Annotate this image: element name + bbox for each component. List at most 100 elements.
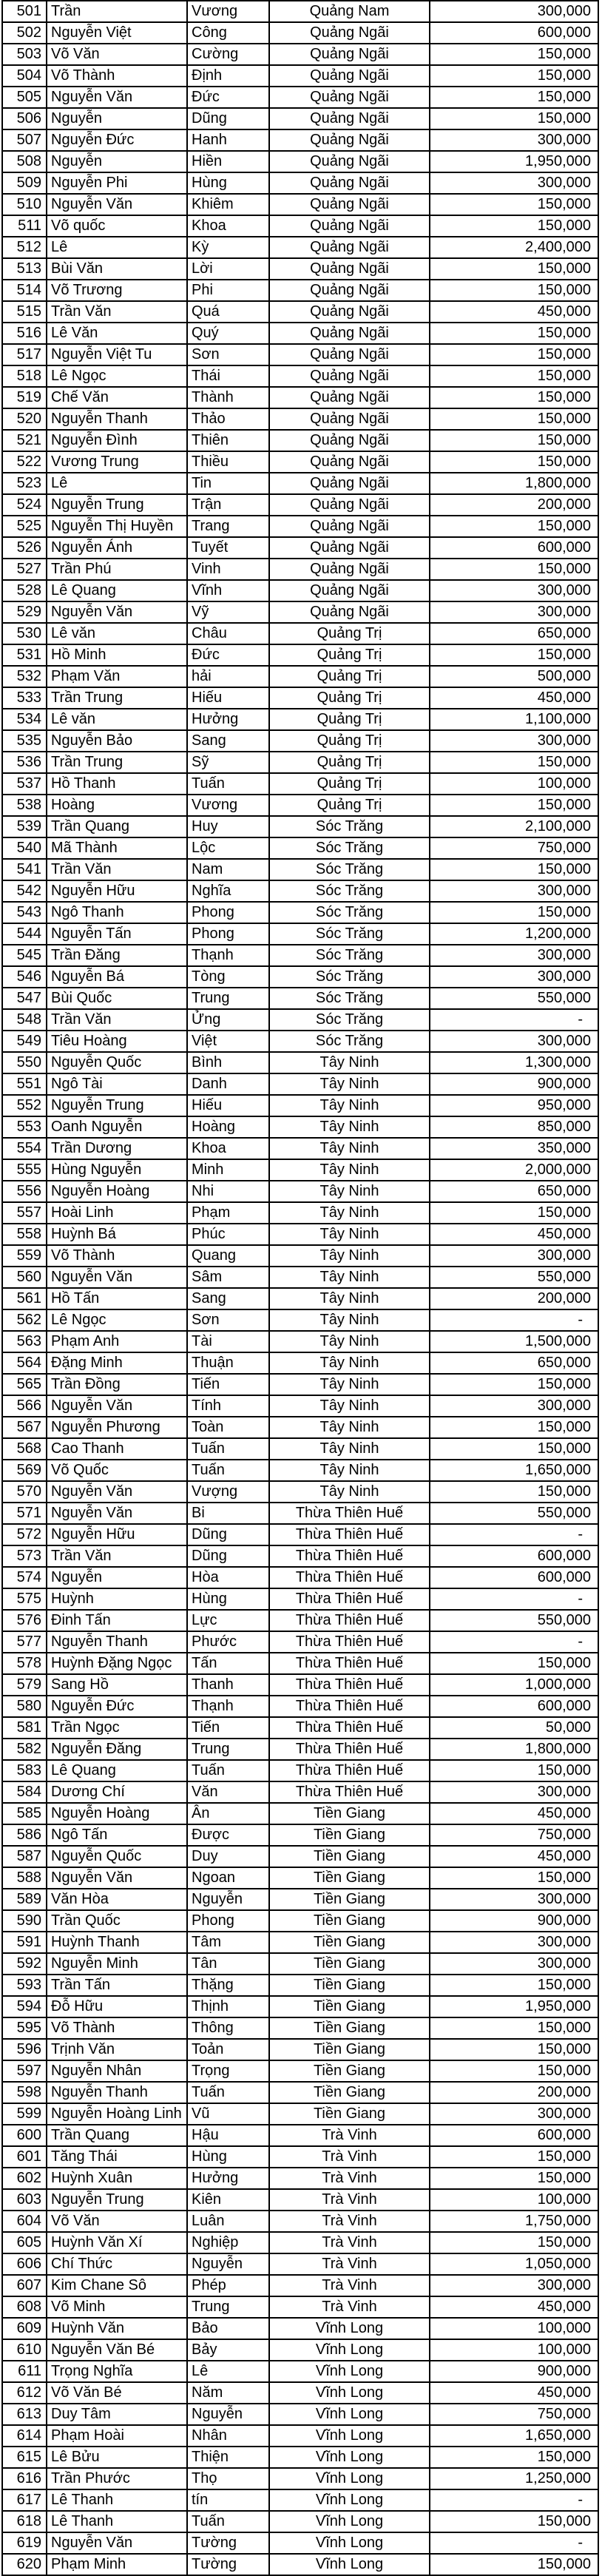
- cell-province: Tiền Giang: [270, 1889, 430, 1911]
- cell-given-name: Thiên: [188, 431, 270, 452]
- cell-amount: 300,000: [430, 1889, 599, 1911]
- table-row: 583 Lê Quang Tuấn Thừa Thiên Huế 150,000: [3, 1761, 599, 1782]
- cell-row-number: 535: [3, 731, 47, 752]
- cell-given-name: Vũ: [188, 2104, 270, 2125]
- cell-amount: 300,000: [430, 2104, 599, 2125]
- cell-given-name: Thuận: [188, 1353, 270, 1375]
- cell-family-name: Võ Thành: [47, 66, 188, 87]
- cell-given-name: Nhi: [188, 1181, 270, 1203]
- cell-row-number: 513: [3, 259, 47, 280]
- cell-row-number: 608: [3, 2297, 47, 2319]
- cell-province: Thừa Thiên Huế: [270, 1653, 430, 1675]
- cell-given-name: Trận: [188, 495, 270, 516]
- cell-family-name: Ngô Tài: [47, 1074, 188, 1096]
- cell-given-name: Phong: [188, 1911, 270, 1932]
- table-row: 575 Huỳnh Hùng Thừa Thiên Huế -: [3, 1589, 599, 1611]
- cell-province: Tây Ninh: [270, 1074, 430, 1096]
- cell-family-name: Nguyễn Phương: [47, 1417, 188, 1439]
- table-row: 535 Nguyễn Bảo Sang Quảng Trị 300,000: [3, 731, 599, 752]
- cell-province: Sóc Trăng: [270, 967, 430, 988]
- table-row: 524 Nguyễn Trung Trận Quảng Ngãi 200,000: [3, 495, 599, 516]
- cell-amount: 1,650,000: [430, 1460, 599, 1482]
- cell-amount: 1,050,000: [430, 2254, 599, 2276]
- cell-row-number: 590: [3, 1911, 47, 1932]
- cell-given-name: Kỳ: [188, 237, 270, 259]
- cell-amount: 1,750,000: [430, 2211, 599, 2233]
- cell-province: Tiền Giang: [270, 1825, 430, 1847]
- cell-province: Tây Ninh: [270, 1267, 430, 1289]
- cell-province: Quảng Ngãi: [270, 66, 430, 87]
- cell-amount: 1,300,000: [430, 1053, 599, 1074]
- cell-given-name: Nam: [188, 860, 270, 881]
- table-row: 582 Nguyễn Đăng Trung Thừa Thiên Huế 1,800,0…: [3, 1739, 599, 1761]
- cell-amount: 200,000: [430, 1289, 599, 1310]
- cell-row-number: 521: [3, 431, 47, 452]
- cell-province: Quảng Ngãi: [270, 538, 430, 559]
- table-row: 537 Hồ Thanh Tuấn Quảng Trị 100,000: [3, 774, 599, 795]
- table-row: 538 Hoàng Vương Quảng Trị 150,000: [3, 795, 599, 817]
- cell-family-name: Lê văn: [47, 709, 188, 731]
- cell-row-number: 553: [3, 1117, 47, 1139]
- cell-family-name: Nguyễn Thị Huyền: [47, 516, 188, 538]
- cell-province: Vĩnh Long: [270, 2383, 430, 2404]
- cell-amount: 450,000: [430, 2383, 599, 2404]
- cell-given-name: Tài: [188, 1332, 270, 1353]
- cell-province: Tây Ninh: [270, 1096, 430, 1117]
- cell-amount: 150,000: [430, 903, 599, 924]
- table-row: 550 Nguyễn Quốc Bình Tây Ninh 1,300,000: [3, 1053, 599, 1074]
- cell-amount: 150,000: [430, 87, 599, 109]
- table-row: 606 Chí Thức Nguyễn Trà Vinh 1,050,000: [3, 2254, 599, 2276]
- table-row: 519 Chế Văn Thành Quảng Ngãi 150,000: [3, 388, 599, 409]
- cell-given-name: Nguyễn: [188, 2254, 270, 2276]
- cell-row-number: 524: [3, 495, 47, 516]
- cell-amount: 150,000: [430, 795, 599, 817]
- cell-province: Tiền Giang: [270, 1868, 430, 1889]
- cell-row-number: 532: [3, 667, 47, 688]
- table-row: 561 Hồ Tấn Sang Tây Ninh 200,000: [3, 1289, 599, 1310]
- cell-row-number: 520: [3, 409, 47, 431]
- cell-province: Thừa Thiên Huế: [270, 1611, 430, 1632]
- cell-amount: 300,000: [430, 602, 599, 624]
- cell-row-number: 548: [3, 1010, 47, 1031]
- cell-row-number: 512: [3, 237, 47, 259]
- cell-province: Quảng Nam: [270, 1, 430, 23]
- cell-province: Quảng Ngãi: [270, 495, 430, 516]
- cell-row-number: 596: [3, 2040, 47, 2061]
- table-row: 604 Võ Văn Luân Trà Vinh 1,750,000: [3, 2211, 599, 2233]
- cell-province: Thừa Thiên Huế: [270, 1782, 430, 1804]
- cell-family-name: Nguyễn Bá: [47, 967, 188, 988]
- cell-family-name: Huỳnh Bá: [47, 1224, 188, 1246]
- cell-province: Quảng Ngãi: [270, 431, 430, 452]
- table-row: 534 Lê văn Hưởng Quảng Trị 1,100,000: [3, 709, 599, 731]
- cell-province: Thừa Thiên Huế: [270, 1761, 430, 1782]
- cell-amount: 600,000: [430, 1546, 599, 1568]
- cell-given-name: Hòa: [188, 1568, 270, 1589]
- cell-row-number: 543: [3, 903, 47, 924]
- cell-given-name: Thọ: [188, 2469, 270, 2490]
- cell-given-name: Năm: [188, 2383, 270, 2404]
- cell-amount: 600,000: [430, 2125, 599, 2147]
- cell-row-number: 614: [3, 2426, 47, 2447]
- cell-given-name: Trọng: [188, 2061, 270, 2083]
- cell-amount: 150,000: [430, 559, 599, 581]
- cell-amount: 150,000: [430, 388, 599, 409]
- cell-given-name: Trung: [188, 2297, 270, 2319]
- cell-row-number: 569: [3, 1460, 47, 1482]
- cell-given-name: Quá: [188, 302, 270, 323]
- table-row: 542 Nguyễn Hữu Nghĩa Sóc Trăng 300,000: [3, 881, 599, 903]
- table-row: 574 Nguyễn Hòa Thừa Thiên Huế 600,000: [3, 1568, 599, 1589]
- cell-row-number: 595: [3, 2018, 47, 2040]
- cell-given-name: Tường: [188, 2555, 270, 2576]
- cell-province: Quảng Ngãi: [270, 602, 430, 624]
- cell-family-name: Lê văn: [47, 624, 188, 645]
- cell-family-name: Hùng Nguyễn: [47, 1160, 188, 1181]
- cell-given-name: Thái: [188, 366, 270, 388]
- cell-amount: 950,000: [430, 1096, 599, 1117]
- table-row: 618 Lê Thanh Tuấn Vĩnh Long 150,000: [3, 2512, 599, 2533]
- cell-amount: -: [430, 1632, 599, 1653]
- cell-given-name: Bi: [188, 1503, 270, 1525]
- cell-given-name: Phong: [188, 903, 270, 924]
- table-row: 558 Huỳnh Bá Phúc Tây Ninh 450,000: [3, 1224, 599, 1246]
- cell-province: Tây Ninh: [270, 1289, 430, 1310]
- cell-province: Tây Ninh: [270, 1439, 430, 1460]
